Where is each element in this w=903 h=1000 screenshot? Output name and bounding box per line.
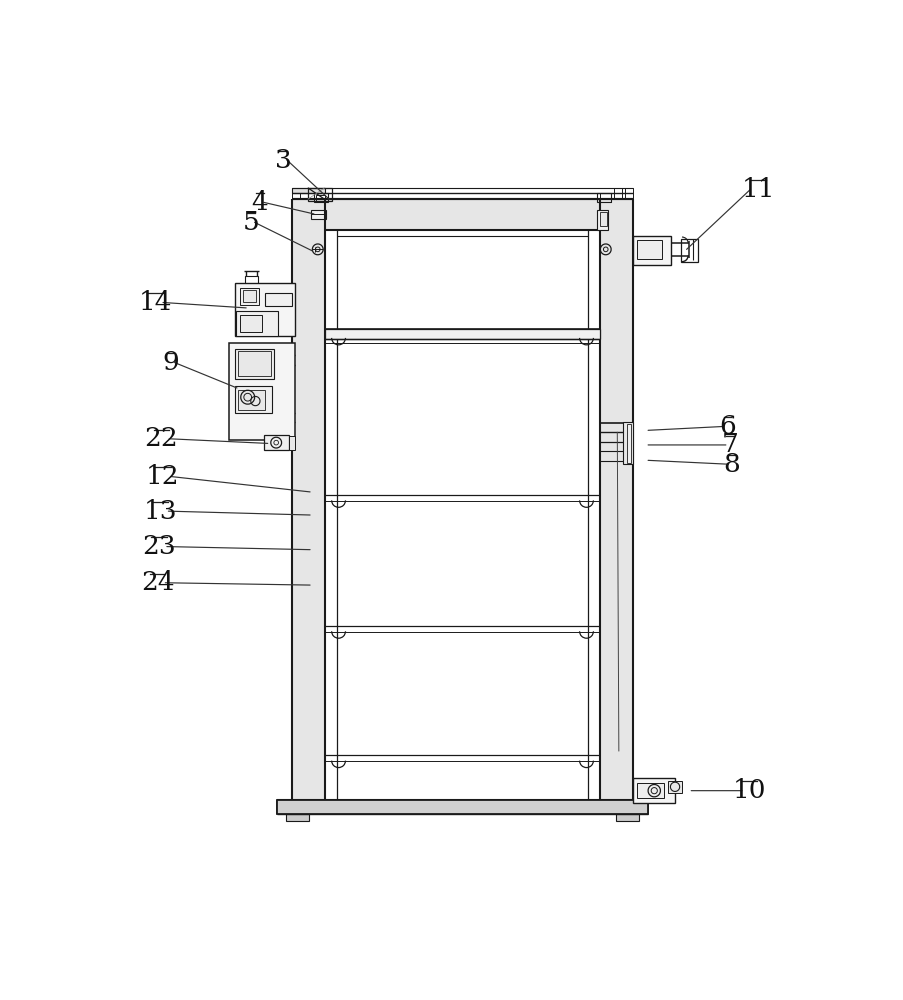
Bar: [286, 814, 309, 821]
Text: 14: 14: [138, 290, 172, 315]
Bar: [667, 781, 681, 793]
Bar: [235, 386, 271, 413]
Bar: [316, 195, 325, 201]
Bar: [632, 778, 675, 803]
Bar: [292, 188, 324, 193]
Bar: [307, 188, 332, 201]
Bar: [623, 422, 632, 464]
Bar: [292, 199, 324, 800]
Text: 12: 12: [146, 464, 180, 489]
Bar: [288, 436, 294, 450]
Bar: [600, 199, 632, 800]
Bar: [235, 283, 294, 336]
Bar: [624, 188, 632, 199]
Text: 10: 10: [732, 778, 766, 803]
Bar: [600, 193, 610, 202]
Bar: [337, 230, 587, 800]
Bar: [324, 199, 600, 230]
Bar: [615, 814, 638, 821]
Text: 24: 24: [141, 570, 174, 595]
Bar: [632, 235, 670, 265]
Bar: [313, 193, 328, 202]
Text: 22: 22: [144, 426, 178, 451]
Text: 5: 5: [242, 210, 259, 235]
Bar: [265, 293, 292, 306]
Bar: [637, 240, 661, 259]
Bar: [235, 349, 274, 379]
Bar: [245, 276, 258, 286]
Bar: [597, 210, 608, 230]
Bar: [276, 800, 647, 814]
Bar: [292, 188, 300, 199]
Bar: [613, 188, 621, 199]
Bar: [236, 311, 278, 336]
Bar: [238, 351, 271, 376]
Text: 11: 11: [740, 177, 774, 202]
Bar: [597, 193, 610, 202]
Text: 3: 3: [275, 148, 292, 173]
Bar: [681, 239, 697, 262]
Bar: [243, 290, 256, 302]
Bar: [311, 210, 326, 219]
Bar: [626, 424, 630, 463]
Text: 7: 7: [721, 432, 738, 457]
Text: 8: 8: [723, 452, 740, 477]
Bar: [239, 288, 259, 305]
Text: 4: 4: [251, 190, 268, 215]
Text: 6: 6: [718, 414, 735, 439]
Bar: [239, 315, 261, 332]
Bar: [600, 212, 606, 226]
Bar: [637, 783, 664, 798]
Bar: [324, 329, 600, 339]
Text: 13: 13: [144, 499, 177, 524]
Text: 9: 9: [163, 350, 179, 375]
Text: 23: 23: [142, 534, 176, 559]
Bar: [238, 389, 265, 410]
Bar: [264, 435, 288, 450]
Bar: [229, 343, 294, 440]
